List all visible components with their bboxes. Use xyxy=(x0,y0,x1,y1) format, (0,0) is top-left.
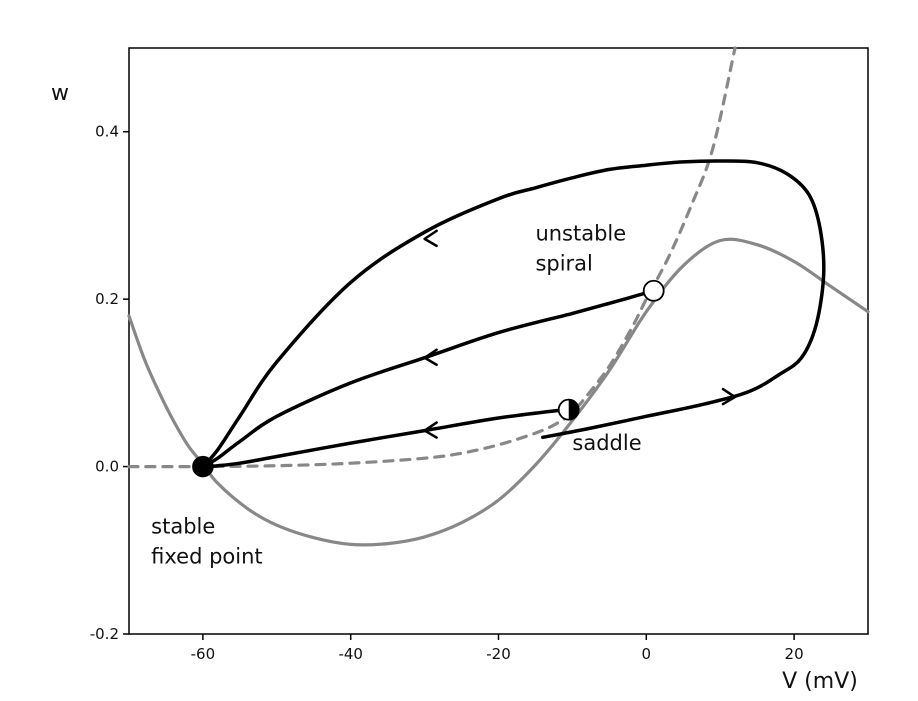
trajectory-lower-curve xyxy=(201,407,567,469)
x-tick-label: 0 xyxy=(642,645,652,663)
trajectory-outer-curve xyxy=(201,159,826,469)
y-axis-ticks: -0.2 0.0 0.2 0.4 xyxy=(90,123,129,643)
y-axis-label: w xyxy=(51,81,69,106)
trajectory-arrow xyxy=(423,348,438,366)
annotation-text: fixed point xyxy=(151,545,262,569)
x-tick-label: -20 xyxy=(486,645,511,663)
unstable-fixed-point xyxy=(642,279,665,302)
nullcline-solid-curve xyxy=(127,237,870,547)
series-layer xyxy=(127,46,870,547)
annotation-text: unstable xyxy=(535,222,626,246)
y-tick-label: 0.4 xyxy=(95,123,119,141)
annotation-text: spiral xyxy=(535,252,592,276)
trajectory-arrow xyxy=(423,421,438,439)
y-tick-label: -0.2 xyxy=(90,625,119,643)
trajectory-middle-curve xyxy=(201,289,656,469)
y-tick-label: 0.2 xyxy=(95,290,119,308)
trajectory-arrow xyxy=(721,387,737,406)
x-tick-label: -40 xyxy=(338,645,363,663)
annotation-layer: unstable spiral saddle stable fixed point xyxy=(151,222,641,569)
x-axis-ticks: -60 -40 -20 0 20 xyxy=(191,634,804,663)
x-axis-label: V (mV) xyxy=(782,669,858,694)
annotation-text: stable xyxy=(151,515,215,539)
fixed-point-layer xyxy=(192,279,665,478)
trajectory-arrow xyxy=(423,229,438,248)
y-tick-label: 0.0 xyxy=(95,458,119,476)
stable-fixed-point xyxy=(192,455,214,478)
nullcline-dashed-curve xyxy=(127,46,737,469)
x-tick-label: -60 xyxy=(191,645,216,663)
arrow-layer xyxy=(423,229,737,439)
saddle-point-fill xyxy=(568,399,579,420)
annotation-text: saddle xyxy=(572,431,641,455)
x-tick-label: 20 xyxy=(785,645,804,663)
